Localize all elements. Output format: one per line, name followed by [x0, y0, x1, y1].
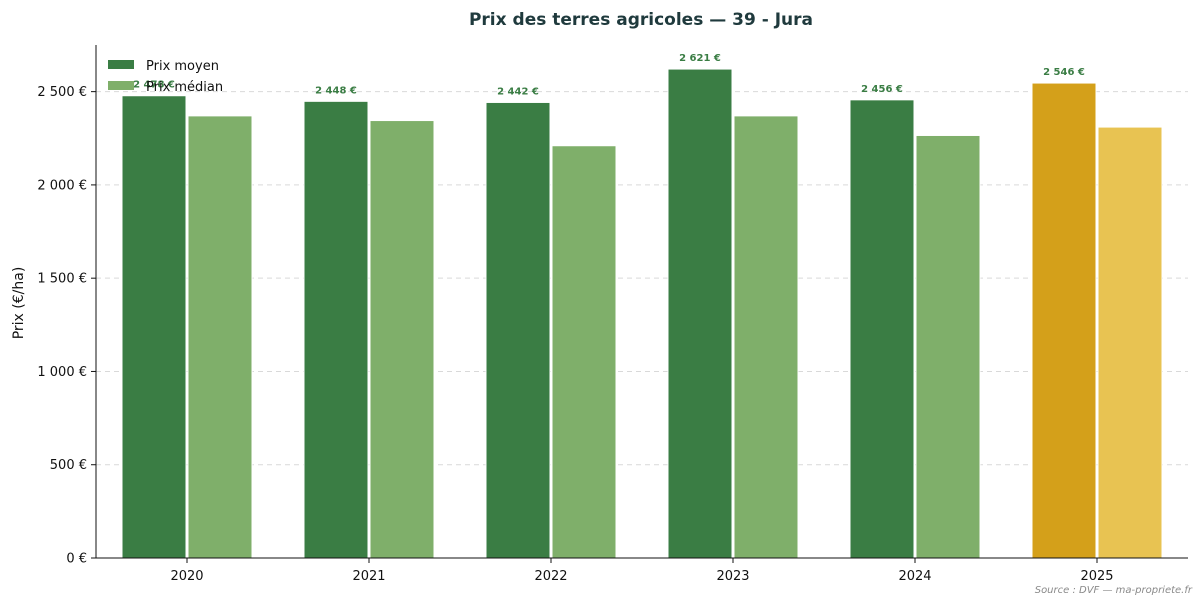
x-tick-label: 2025: [1080, 569, 1113, 584]
gridlines: [96, 91, 1188, 466]
y-tick-label: 0 €: [66, 552, 87, 567]
x-tick-label: 2023: [716, 569, 749, 584]
bars: [121, 68, 1163, 559]
bar-prix-moyen: [1031, 82, 1097, 559]
legend-label: Prix médian: [146, 80, 223, 95]
x-tick-label: 2022: [534, 569, 567, 584]
bar-prix-moyen: [303, 100, 369, 559]
data-labels: 2 478 € 2 448 € 2 442 € 2 621 € 2 456 € 2 546…: [133, 53, 1085, 97]
data-label: 2 442 €: [497, 86, 539, 97]
x-tick-label: 2020: [170, 569, 203, 584]
legend-label: Prix moyen: [146, 59, 219, 74]
bar-prix-median: [733, 115, 799, 559]
bar-prix-median: [1097, 126, 1163, 559]
y-tick-label: 2 500 €: [37, 85, 87, 100]
chart-title: Prix des terres agricoles — 39 - Jura: [469, 10, 813, 30]
y-tick-label: 2 000 €: [37, 178, 87, 193]
bar-prix-median: [915, 134, 981, 559]
bar-prix-moyen: [121, 95, 187, 559]
data-label: 2 621 €: [679, 53, 721, 64]
bar-prix-median: [187, 115, 253, 559]
x-tick-label: 2024: [898, 569, 931, 584]
data-label: 2 448 €: [315, 85, 357, 96]
y-axis-label: Prix (€/ha): [11, 267, 27, 340]
bar-prix-moyen: [667, 68, 733, 559]
bar-prix-moyen: [485, 101, 551, 559]
y-tick-label: 1 500 €: [37, 272, 87, 287]
y-tick-label: 1 000 €: [37, 365, 87, 380]
legend-swatch: [108, 60, 134, 69]
x-tick-label: 2021: [352, 569, 385, 584]
legend: Prix moyen Prix médian: [108, 59, 223, 95]
bar-prix-moyen: [849, 99, 915, 559]
source-note: Source : DVF — ma-propriete.fr: [1035, 585, 1193, 596]
bar-prix-median: [551, 145, 617, 559]
data-label: 2 478 €: [133, 80, 175, 91]
data-label: 2 456 €: [861, 84, 903, 95]
axes: 0 € 500 € 1 000 € 1 500 € 2 000 € 2 500 € 2020…: [37, 45, 1188, 584]
data-label: 2 546 €: [1043, 67, 1085, 78]
y-tick-label: 500 €: [50, 458, 87, 473]
bar-prix-median: [369, 120, 435, 559]
legend-swatch: [108, 81, 134, 90]
